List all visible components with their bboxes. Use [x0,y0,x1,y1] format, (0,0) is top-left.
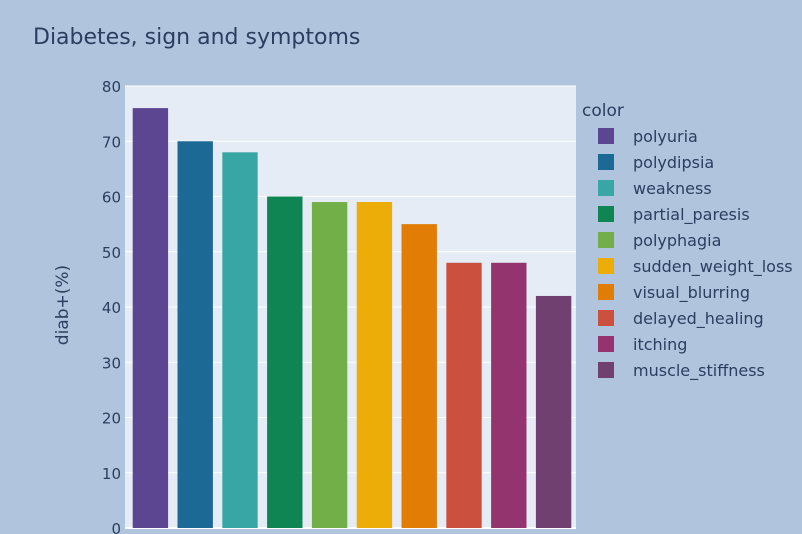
legend-swatch [598,284,614,300]
bar-visual-blurring[interactable] [401,224,437,528]
bar-delayed-healing[interactable] [446,262,482,528]
y-tick-label: 50 [102,244,121,262]
bar-itching[interactable] [491,262,527,528]
y-axis-label: diab+(%) [53,265,73,345]
y-tick-label: 20 [102,410,121,428]
bar-partial-paresis[interactable] [267,196,303,529]
legend-label: polydipsia [633,153,714,172]
legend-title: color [582,101,624,121]
y-tick-label: 80 [102,78,121,96]
legend-item-muscle-stiffness[interactable]: muscle_stiffness [598,361,765,381]
y-tick-label: 40 [102,299,121,317]
y-tick-label: 60 [102,189,121,207]
bars [132,108,572,529]
bar-polyphagia[interactable] [311,202,348,528]
y-tick-label: 0 [111,520,121,534]
legend-swatch [598,310,614,326]
y-tick-label: 70 [102,133,121,151]
y-tick-label: 30 [102,354,121,372]
legend-item-delayed-healing[interactable]: delayed_healing [598,309,764,329]
bar-sudden-weight-loss[interactable] [356,202,393,528]
bar-polydipsia[interactable] [177,141,213,528]
legend-item-polyphagia[interactable]: polyphagia [598,231,721,250]
legend-swatch [598,258,614,274]
legend-item-polydipsia[interactable]: polydipsia [598,153,714,172]
legend-swatch [598,232,614,248]
legend-item-itching[interactable]: itching [598,335,687,354]
y-axis-ticks: 0 10 20 30 40 50 60 70 80 [102,78,121,534]
legend-label: polyuria [633,127,698,146]
legend-label: delayed_healing [633,309,764,329]
legend-swatch [598,336,614,352]
legend-label: muscle_stiffness [633,361,765,381]
legend-item-sudden-weight-loss[interactable]: sudden_weight_loss [598,257,793,277]
legend-label: polyphagia [633,231,721,250]
legend-item-partial-paresis[interactable]: partial_paresis [598,205,750,225]
bar-weakness[interactable] [222,152,258,529]
legend-swatch [598,128,614,144]
legend[interactable]: polyuria polydipsia weakness partial_paresi… [598,127,793,381]
legend-item-polyuria[interactable]: polyuria [598,127,698,146]
legend-item-visual-blurring[interactable]: visual_blurring [598,283,750,303]
legend-item-weakness[interactable]: weakness [598,179,712,198]
legend-swatch [598,206,614,222]
y-tick-label: 10 [102,465,121,483]
legend-label: itching [633,335,687,354]
bar-polyuria[interactable] [132,108,169,528]
legend-swatch [598,362,614,378]
legend-swatch [598,180,614,196]
legend-label: sudden_weight_loss [633,257,793,277]
legend-label: partial_paresis [633,205,750,225]
legend-swatch [598,154,614,170]
legend-label: visual_blurring [633,283,750,303]
legend-label: weakness [633,179,712,198]
bar-muscle-stiffness[interactable] [535,295,572,528]
chart-title: Diabetes, sign and symptoms [33,25,360,50]
